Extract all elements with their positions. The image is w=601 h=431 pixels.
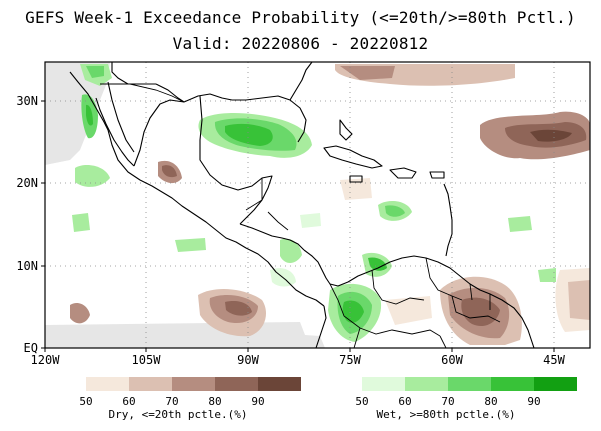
coastlines — [69, 62, 535, 348]
wet-anomaly-patches — [72, 64, 556, 342]
wet-level-90: 90 — [527, 395, 540, 408]
wet-level-60: 60 — [398, 395, 411, 408]
dry-swatch-90 — [258, 377, 301, 391]
lon-label-75w: 75W — [339, 353, 361, 367]
wet-swatch-50 — [362, 377, 405, 391]
map-frame — [44, 61, 591, 349]
wet-swatch-80 — [491, 377, 534, 391]
dry-swatch-80 — [215, 377, 258, 391]
lat-label-20n: 20N — [16, 176, 38, 190]
lon-label-45w: 45W — [543, 353, 565, 367]
graticule — [45, 62, 590, 348]
wet-swatch-60 — [405, 377, 448, 391]
wet-legend-caption: Wet, >=80th pctle.(%) — [376, 408, 515, 421]
dry-anomaly-patches — [70, 64, 590, 345]
chart-title: GEFS Week-1 Exceedance Probability (<=20… — [25, 8, 576, 27]
dry-swatch-50 — [86, 377, 129, 391]
wet-level-80: 80 — [484, 395, 497, 408]
wet-level-70: 70 — [441, 395, 454, 408]
wet-colorbar: 50 60 70 80 90 Wet, >=80th pctle.(%) — [355, 377, 577, 421]
lon-label-120w: 120W — [31, 353, 61, 367]
dry-level-50: 50 — [79, 395, 92, 408]
dry-swatch-60 — [129, 377, 172, 391]
axis-ticks — [41, 100, 555, 352]
dry-legend-caption: Dry, <=20th pctle.(%) — [108, 408, 247, 421]
dry-swatch-70 — [172, 377, 215, 391]
dry-level-90: 90 — [251, 395, 264, 408]
country-borders — [100, 83, 501, 348]
lat-label-30n: 30N — [16, 94, 38, 108]
dry-level-80: 80 — [208, 395, 221, 408]
valid-period: Valid: 20220806 - 20220812 — [172, 34, 429, 53]
dry-level-60: 60 — [122, 395, 135, 408]
dry-level-70: 70 — [165, 395, 178, 408]
map-area — [45, 62, 590, 348]
lon-label-90w: 90W — [237, 353, 259, 367]
lon-label-60w: 60W — [441, 353, 463, 367]
wet-swatch-90 — [534, 377, 577, 391]
lat-label-eq: EQ — [24, 341, 38, 355]
wet-level-50: 50 — [355, 395, 368, 408]
lat-label-10n: 10N — [16, 259, 38, 273]
lon-label-105w: 105W — [132, 353, 162, 367]
wet-swatch-70 — [448, 377, 491, 391]
dry-colorbar: 50 60 70 80 90 Dry, <=20th pctle.(%) — [79, 377, 301, 421]
